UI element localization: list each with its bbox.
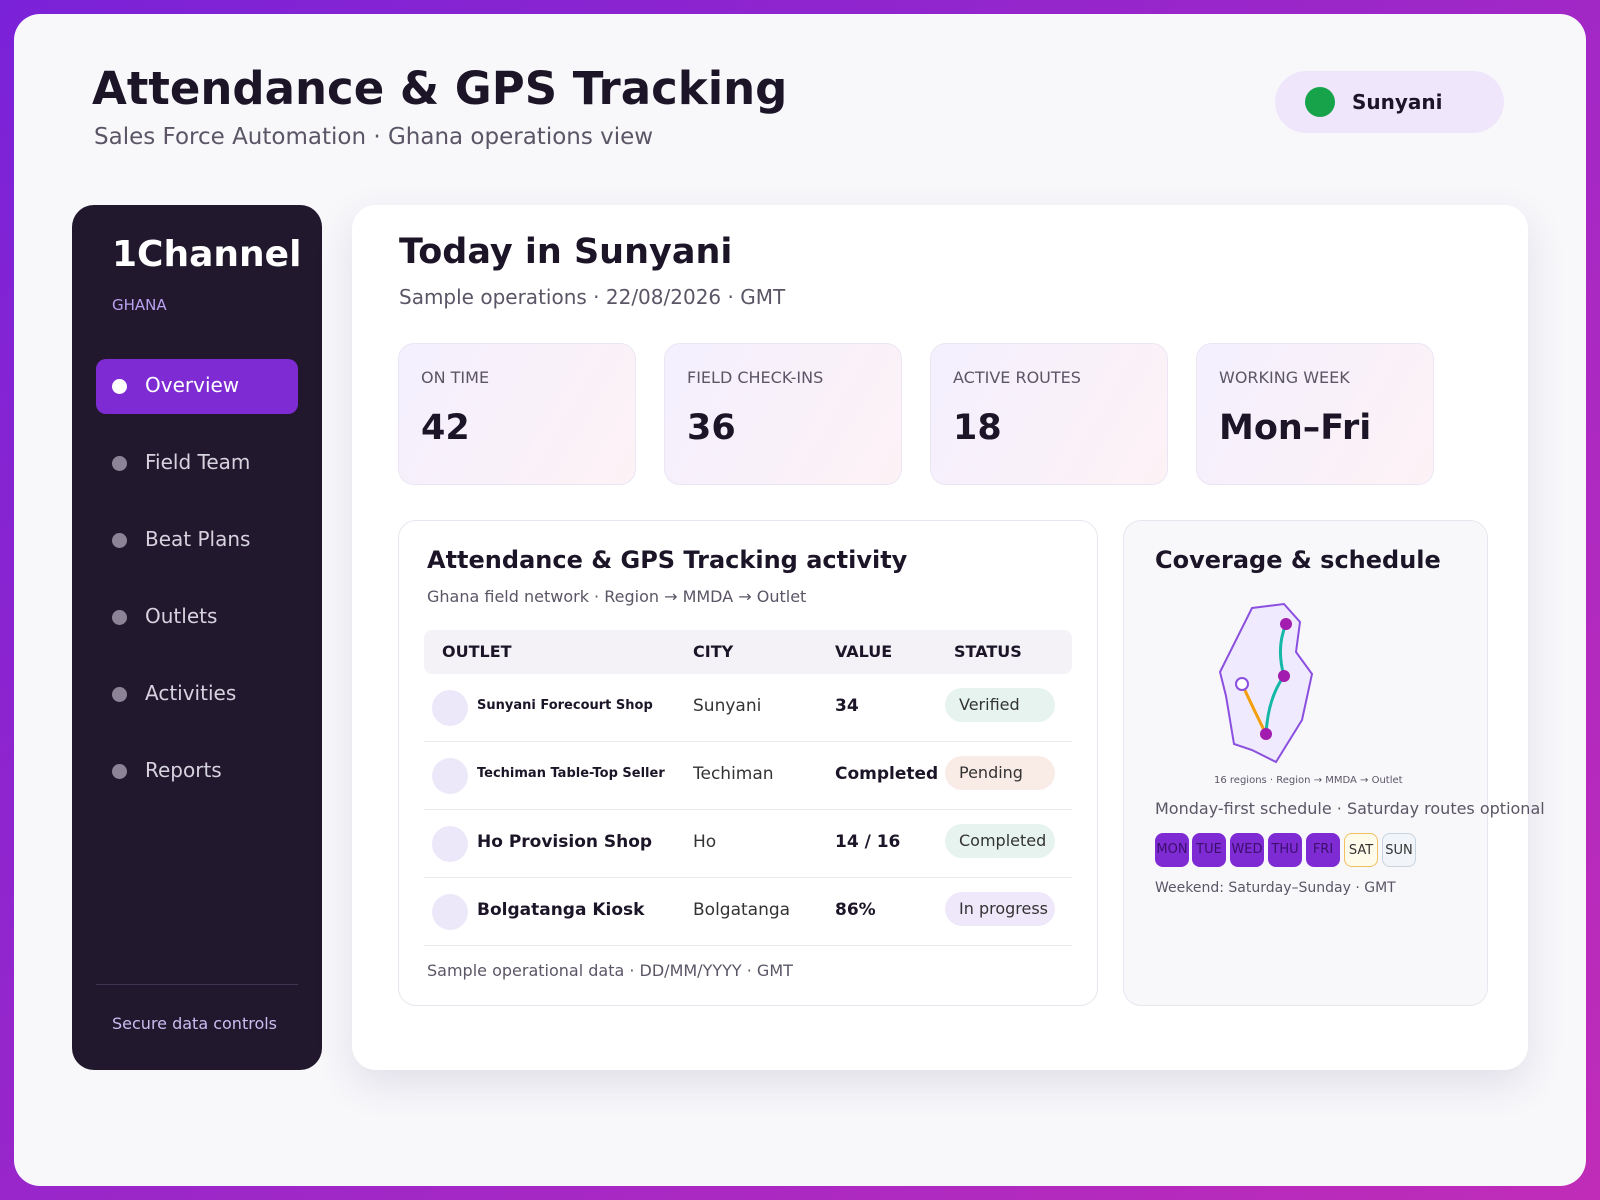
outlet: Bolgatanga Kiosk: [477, 900, 645, 920]
city: Ho: [693, 832, 717, 852]
status: Verified: [945, 688, 1055, 722]
day-chip: TUE: [1192, 833, 1226, 867]
route-stop: [1235, 677, 1249, 691]
nav-item[interactable]: Outlets: [96, 590, 298, 645]
status: In progress: [945, 892, 1055, 926]
route-stop: [1278, 670, 1290, 682]
table-row[interactable]: Bolgatanga Kiosk Bolgatanga 86% In progress: [424, 878, 1072, 946]
brand: 1Channel: [112, 234, 302, 275]
stat-value: Mon–Fri: [1219, 408, 1372, 448]
nav-label: Overview: [145, 373, 240, 397]
nav-label: Outlets: [145, 604, 218, 628]
value: 34: [835, 696, 859, 716]
stat-label: ON TIME: [421, 368, 490, 387]
table-subtitle: Ghana field network · Region → MMDA → Ou…: [427, 587, 807, 606]
ghana-map: [1218, 602, 1314, 764]
nav-item[interactable]: Reports: [96, 744, 298, 799]
column-header: OUTLET: [442, 642, 512, 661]
status: Completed: [945, 824, 1055, 858]
stat-card: WORKING WEEK Mon–Fri: [1196, 343, 1434, 485]
stat-label: FIELD CHECK-INS: [687, 368, 824, 387]
divider: [96, 984, 298, 985]
main-title: Today in Sunyani: [399, 232, 733, 272]
location: Sunyani: [1352, 90, 1443, 114]
nav-label: Activities: [145, 681, 237, 705]
table-row[interactable]: Ho Provision Shop Ho 14 / 16 Completed: [424, 810, 1072, 878]
nav-label: Field Team: [145, 450, 251, 474]
column-header: CITY: [693, 642, 734, 661]
nav-item[interactable]: Field Team: [96, 436, 298, 491]
country: GHANA: [112, 296, 167, 314]
stat-label: ACTIVE ROUTES: [953, 368, 1081, 387]
status: Pending: [945, 756, 1055, 790]
route-stop: [1280, 618, 1292, 630]
value: 14 / 16: [835, 832, 901, 852]
outlet: Techiman Table-Top Seller: [477, 766, 665, 781]
schedule-note: Monday-first schedule · Saturday routes …: [1155, 799, 1545, 818]
main-subtitle: Sample operations · 22/08/2026 · GMT: [399, 285, 786, 309]
activity-panel: [398, 520, 1098, 1006]
table-row[interactable]: Sunyani Forecourt Shop Sunyani 34 Verified: [424, 674, 1072, 742]
page-title: Attendance & GPS Tracking: [92, 62, 788, 115]
day-chip: MON: [1155, 833, 1189, 867]
table-header: [424, 630, 1072, 674]
route-stop: [1260, 728, 1272, 740]
value: 86%: [835, 900, 876, 920]
table-row[interactable]: Techiman Table-Top Seller Techiman Complet…: [424, 742, 1072, 810]
stat-value: 42: [421, 408, 470, 448]
nav-item[interactable]: Overview: [96, 359, 298, 414]
day-chip: FRI: [1306, 833, 1340, 867]
map-outline: [1218, 602, 1314, 764]
map-caption: 16 regions · Region → MMDA → Outlet: [1214, 775, 1403, 786]
day-chip: SUN: [1382, 833, 1416, 867]
table-footer: Sample operational data · DD/MM/YYYY · G…: [427, 961, 793, 980]
nav-item[interactable]: Beat Plans: [96, 513, 298, 568]
coverage-panel: [1123, 520, 1488, 1006]
location-pill[interactable]: Sunyani: [1275, 71, 1504, 133]
column-header: STATUS: [954, 642, 1022, 661]
outlet: Ho Provision Shop: [477, 832, 653, 852]
stat-value: 36: [687, 408, 736, 448]
stat-value: 18: [953, 408, 1002, 448]
day-chip: THU: [1268, 833, 1302, 867]
stat-label: WORKING WEEK: [1219, 368, 1350, 387]
nav-item[interactable]: Activities: [96, 667, 298, 722]
outlet: Sunyani Forecourt Shop: [477, 698, 653, 713]
nav-label: Beat Plans: [145, 527, 251, 551]
day-chip: SAT: [1344, 833, 1378, 867]
city: Sunyani: [693, 696, 762, 716]
stat-card: ACTIVE ROUTES 18: [930, 343, 1168, 485]
stat-card: ON TIME 42: [398, 343, 636, 485]
coverage-title: Coverage & schedule: [1155, 546, 1441, 574]
city: Bolgatanga: [693, 900, 791, 920]
weekend-note: Weekend: Saturday–Sunday · GMT: [1155, 880, 1396, 896]
page-subtitle: Sales Force Automation · Ghana operation…: [94, 124, 654, 150]
column-header: VALUE: [835, 642, 893, 661]
city: Techiman: [693, 764, 774, 784]
table-title: Attendance & GPS Tracking activity: [427, 546, 908, 574]
sidebar-footer[interactable]: Secure data controls: [112, 1014, 278, 1033]
value: Completed: [835, 764, 939, 784]
stat-card: FIELD CHECK-INS 36: [664, 343, 902, 485]
nav-label: Reports: [145, 758, 222, 782]
status-dot: [1305, 87, 1335, 117]
sidebar: [72, 205, 322, 1070]
day-chip: WED: [1230, 833, 1264, 867]
